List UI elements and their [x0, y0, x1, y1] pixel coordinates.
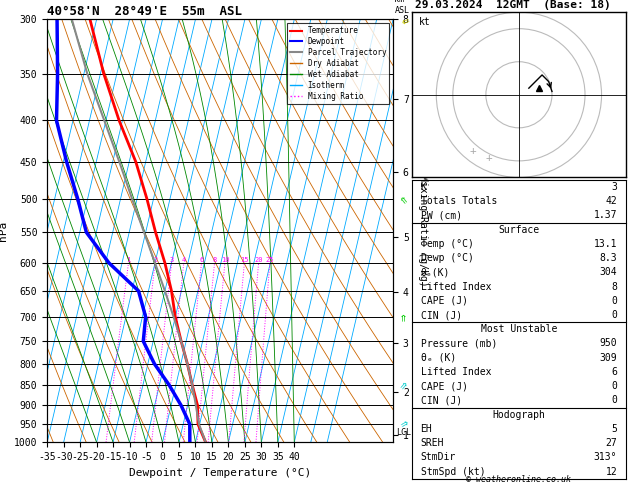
Text: Lifted Index: Lifted Index: [421, 281, 491, 292]
Text: 20: 20: [254, 257, 263, 263]
Text: 8: 8: [611, 281, 617, 292]
Text: CAPE (J): CAPE (J): [421, 381, 467, 391]
Text: θₑ (K): θₑ (K): [421, 353, 456, 363]
Text: Lifted Index: Lifted Index: [421, 367, 491, 377]
Text: 12: 12: [606, 467, 617, 477]
Text: +: +: [486, 153, 493, 163]
Text: 6: 6: [199, 257, 204, 263]
Text: ⇒: ⇒: [397, 378, 412, 392]
Text: 1.37: 1.37: [594, 210, 617, 221]
Text: kt: kt: [418, 17, 430, 27]
Text: 0: 0: [611, 310, 617, 320]
Text: 10: 10: [221, 257, 229, 263]
Text: 42: 42: [606, 196, 617, 206]
Text: SREH: SREH: [421, 438, 444, 448]
Text: PW (cm): PW (cm): [421, 210, 462, 221]
Text: 0: 0: [611, 296, 617, 306]
Text: 5: 5: [611, 424, 617, 434]
Text: 3: 3: [611, 182, 617, 192]
Text: θₑ(K): θₑ(K): [421, 267, 450, 278]
Text: EH: EH: [421, 424, 432, 434]
Text: 6: 6: [611, 367, 617, 377]
Y-axis label: hPa: hPa: [0, 221, 8, 241]
Text: LCL: LCL: [397, 428, 411, 437]
Text: 15: 15: [240, 257, 248, 263]
Text: 3: 3: [170, 257, 174, 263]
Text: Most Unstable: Most Unstable: [481, 324, 557, 334]
Text: ⇒: ⇒: [397, 192, 412, 206]
Text: 25: 25: [265, 257, 274, 263]
Text: StmSpd (kt): StmSpd (kt): [421, 467, 485, 477]
X-axis label: Dewpoint / Temperature (°C): Dewpoint / Temperature (°C): [129, 468, 311, 478]
Text: 40°58'N  28°49'E  55m  ASL: 40°58'N 28°49'E 55m ASL: [47, 5, 242, 18]
Text: CIN (J): CIN (J): [421, 396, 462, 405]
Text: K: K: [421, 182, 426, 192]
Text: km
ASL: km ASL: [394, 0, 409, 15]
Text: ⇒: ⇒: [399, 12, 410, 27]
Legend: Temperature, Dewpoint, Parcel Trajectory, Dry Adiabat, Wet Adiabat, Isotherm, Mi: Temperature, Dewpoint, Parcel Trajectory…: [287, 23, 389, 104]
Text: 13.1: 13.1: [594, 239, 617, 249]
Text: 0: 0: [611, 396, 617, 405]
Text: Surface: Surface: [498, 225, 540, 235]
Text: Temp (°C): Temp (°C): [421, 239, 474, 249]
Text: Hodograph: Hodograph: [493, 410, 545, 420]
Text: 1: 1: [126, 257, 131, 263]
Text: 27: 27: [606, 438, 617, 448]
Text: 309: 309: [599, 353, 617, 363]
Text: CAPE (J): CAPE (J): [421, 296, 467, 306]
Text: 304: 304: [599, 267, 617, 278]
Text: +: +: [469, 146, 476, 156]
Text: 0: 0: [611, 381, 617, 391]
Text: ⇒: ⇒: [398, 313, 411, 321]
Text: Dewp (°C): Dewp (°C): [421, 253, 474, 263]
Text: 950: 950: [599, 338, 617, 348]
Text: ⇒: ⇒: [398, 417, 411, 432]
Text: 2: 2: [153, 257, 157, 263]
Y-axis label: Mixing Ratio (g/kg): Mixing Ratio (g/kg): [418, 175, 428, 287]
Text: 29.03.2024  12GMT  (Base: 18): 29.03.2024 12GMT (Base: 18): [415, 0, 611, 10]
Text: StmDir: StmDir: [421, 452, 456, 462]
Text: CIN (J): CIN (J): [421, 310, 462, 320]
Text: © weatheronline.co.uk: © weatheronline.co.uk: [467, 474, 571, 484]
Text: Pressure (mb): Pressure (mb): [421, 338, 497, 348]
Text: 4: 4: [182, 257, 186, 263]
Text: Totals Totals: Totals Totals: [421, 196, 497, 206]
Text: 8: 8: [213, 257, 216, 263]
Text: 8.3: 8.3: [599, 253, 617, 263]
Text: 313°: 313°: [594, 452, 617, 462]
